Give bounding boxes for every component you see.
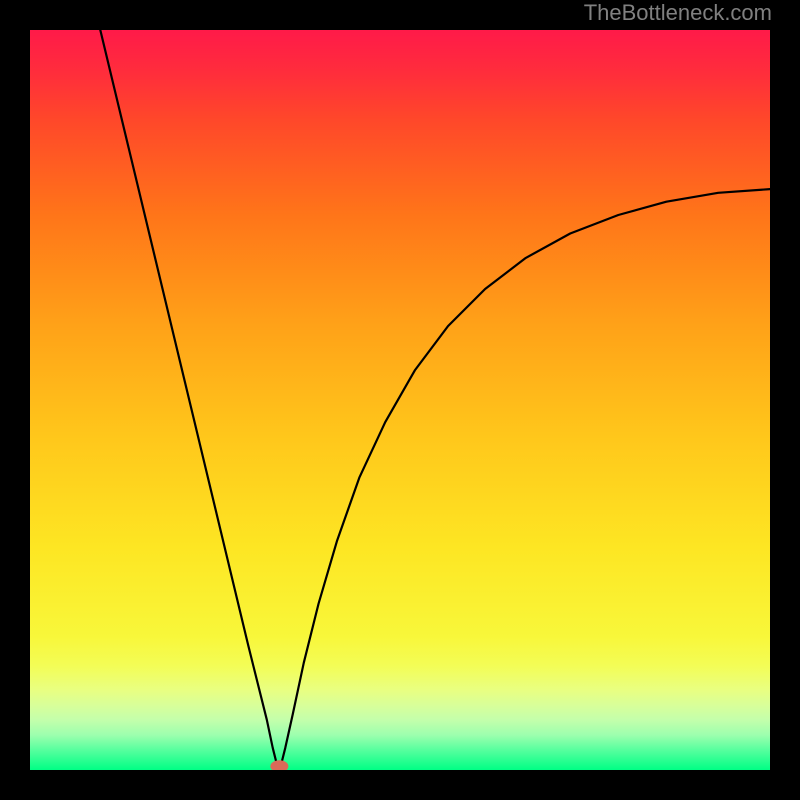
attribution-text: TheBottleneck.com xyxy=(584,0,772,26)
gradient-background xyxy=(30,30,770,770)
figure-container: TheBottleneck.com xyxy=(0,0,800,800)
plot-area xyxy=(30,30,770,770)
plot-svg xyxy=(30,30,770,770)
